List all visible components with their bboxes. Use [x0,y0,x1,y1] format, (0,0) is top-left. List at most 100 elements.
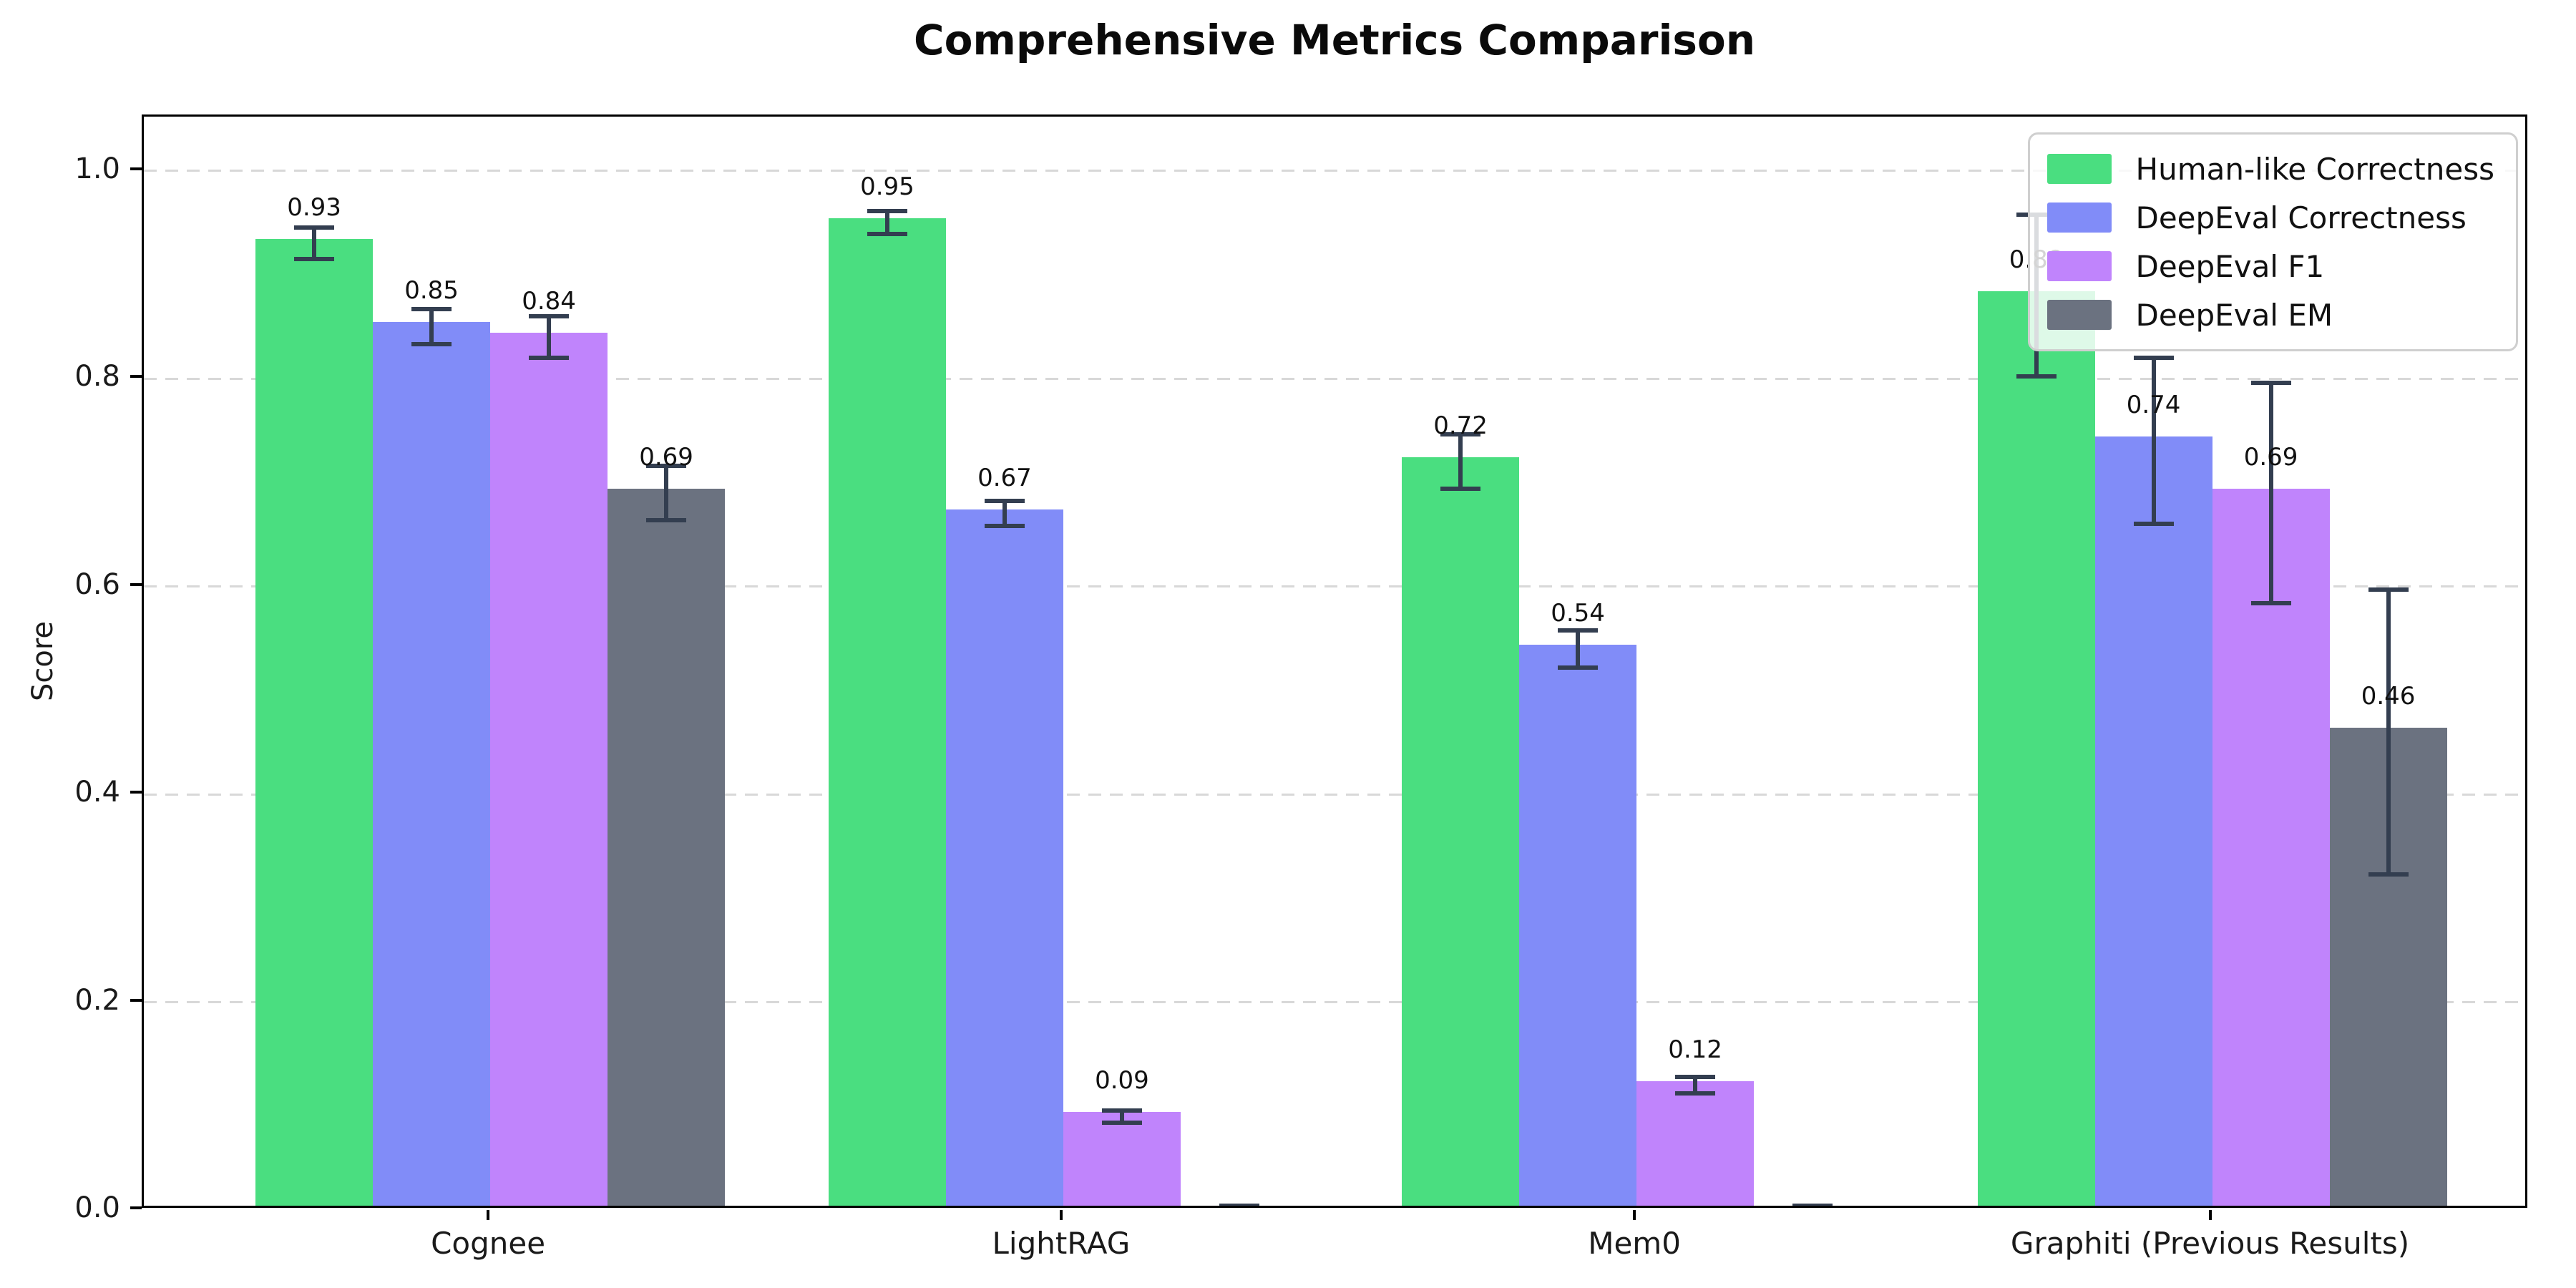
y-tick-mark [130,1206,142,1209]
error-bar-cap [867,209,907,214]
error-bar [1693,1077,1698,1094]
error-bar-cap [1558,665,1599,670]
bar-value-label: 0.95 [860,172,914,202]
error-bar-cap [411,342,452,347]
error-bar-cap [529,355,570,360]
error-bar-cap [1440,486,1481,491]
gridline [144,170,2525,172]
y-tick-mark [130,998,142,1002]
plot-area: 0.93 0.85 0.84 0.69 0.95 0.67 0.09 0.72 0.54 0.12… [142,114,2527,1208]
bar-value-label: 0.69 [2243,442,2298,472]
error-bar-cap [2016,374,2057,379]
legend-label: Human-like Correctness [2135,151,2495,187]
error-bar-cap [294,225,335,230]
bar [2094,436,2212,1206]
bar [1636,1080,1755,1206]
error-bar [1576,630,1581,668]
gridline [144,793,2525,796]
chart-title: Comprehensive Metrics Comparison [914,16,1755,64]
bar [373,322,491,1206]
y-tick-mark [130,167,142,170]
gridline [144,585,2525,588]
error-bar-cap [867,232,907,237]
legend-item: Human-like Correctness [2046,149,2495,189]
bar [1063,1112,1181,1206]
bar [2212,488,2330,1206]
legend: Human-like Correctness DeepEval Correctne… [2027,132,2518,351]
legend-label: DeepEval Correctness [2135,200,2467,235]
bar-value-label: 0.93 [287,193,341,223]
y-axis-title: Score [26,620,59,702]
error-bar [664,466,669,520]
bar-value-label: 0.54 [1551,598,1605,628]
error-bar [2268,382,2273,603]
bar-value-label: 0.84 [522,286,576,316]
legend-item: DeepEval Correctness [2046,197,2495,238]
y-tick-label: 0.8 [74,360,120,394]
y-tick-label: 0.2 [74,983,120,1017]
y-tick-label: 0.6 [74,567,120,601]
error-bar-cap [411,306,452,311]
bar-value-label: 0.67 [977,463,1032,492]
bar-value-label: 0.12 [1668,1035,1722,1064]
error-bar [1002,501,1007,527]
x-tick-mark [487,1210,490,1220]
x-tick-mark [1059,1210,1063,1220]
error-bar-cap [1675,1091,1716,1096]
legend-swatch [2046,203,2112,233]
legend-label: DeepEval EM [2135,297,2333,333]
error-bar-cap [2368,587,2409,592]
legend-item: DeepEval EM [2046,295,2495,335]
y-tick-label: 0.0 [74,1191,120,1224]
error-bar-cap [2368,872,2409,877]
bar [490,332,608,1206]
error-bar-cap [1219,1204,1259,1206]
error-bar-cap [2250,380,2291,385]
error-bar [1810,1206,1815,1208]
legend-item: DeepEval F1 [2046,246,2495,286]
error-bar-cap [2133,522,2174,527]
error-bar-cap [646,517,687,522]
error-bar [312,228,317,259]
error-bar-cap [984,524,1025,529]
error-bar-cap [2133,355,2174,360]
error-bar [2151,357,2156,525]
bar [1977,291,2095,1206]
bar [828,218,946,1206]
bar-value-label: 0.85 [404,276,459,306]
bar [945,509,1063,1206]
error-bar-cap [294,256,335,261]
bar-value-label: 0.74 [2126,391,2181,420]
error-bar [1458,434,1463,489]
error-bar-cap [529,313,570,318]
legend-label: DeepEval F1 [2135,248,2325,284]
error-bar-cap [1101,1108,1142,1113]
error-bar-cap [984,499,1025,504]
y-tick-label: 1.0 [74,152,120,185]
error-bar-cap [646,464,687,469]
bar [255,239,374,1206]
x-tick-label: Graphiti (Previous Results) [2010,1226,2410,1261]
error-bar [1119,1110,1124,1123]
error-bar-cap [1101,1120,1142,1125]
error-bar [2386,589,2391,874]
x-tick-mark [2208,1210,2212,1220]
legend-swatch [2046,154,2112,184]
error-bar-cap [1440,432,1481,437]
bar-value-label: 0.09 [1095,1066,1149,1096]
error-bar [884,211,889,235]
error-bar-cap [2250,600,2291,605]
gridline [144,1001,2525,1003]
error-bar [547,316,552,358]
bar [608,488,726,1206]
error-bar-cap [1558,628,1599,633]
error-bar [1237,1206,1241,1208]
error-bar [429,308,434,345]
error-bar-cap [1675,1075,1716,1080]
x-tick-label: LightRAG [992,1226,1131,1261]
y-tick-mark [130,582,142,586]
bar-value-label: 0.46 [2361,681,2416,711]
bar-value-label: 0.72 [1433,411,1488,441]
x-tick-label: Cognee [431,1226,546,1261]
